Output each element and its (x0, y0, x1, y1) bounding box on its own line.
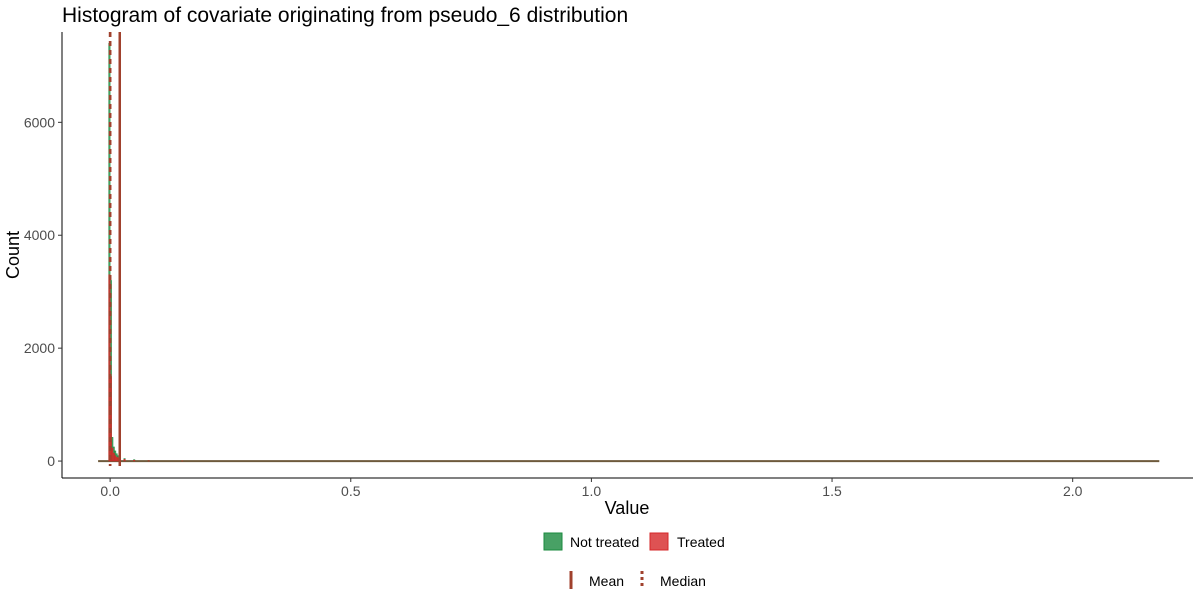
x-tick-label: 1.0 (582, 483, 602, 499)
y-axis-title: Count (3, 231, 23, 279)
legend-label-median: Median (660, 573, 706, 589)
histogram-bar (133, 459, 136, 462)
y-tick-label: 2000 (24, 340, 55, 356)
x-axis-ticks: 0.0 0.5 1.0 1.5 2.0 (100, 478, 1083, 499)
reference-lines-layer (108, 32, 122, 466)
y-axis-ticks: 0 2000 4000 6000 (24, 114, 62, 469)
legend-label-not-treated: Not treated (570, 534, 639, 550)
plot-panel: 0 2000 4000 6000 0.0 0.5 1.0 1.5 2.0 (24, 32, 1193, 499)
chart-title: Histogram of covariate originating from … (62, 4, 628, 27)
x-axis-title: Value (605, 498, 650, 518)
y-tick-label: 6000 (24, 114, 55, 130)
legend-swatch-treated (649, 532, 669, 551)
x-tick-label: 2.0 (1063, 483, 1083, 499)
legend-lines: Mean Median (569, 571, 706, 589)
legend-fill: Not treated Treated (543, 532, 725, 551)
y-tick-label: 4000 (24, 227, 55, 243)
x-tick-label: 0.5 (341, 483, 361, 499)
legend-label-treated: Treated (677, 534, 725, 550)
x-tick-label: 0.0 (100, 483, 120, 499)
legend-label-mean: Mean (589, 573, 624, 589)
y-tick-label: 0 (47, 453, 55, 469)
legend-swatch-not-treated (543, 532, 563, 551)
x-tick-label: 1.5 (822, 483, 842, 499)
histogram-bar (123, 459, 126, 462)
